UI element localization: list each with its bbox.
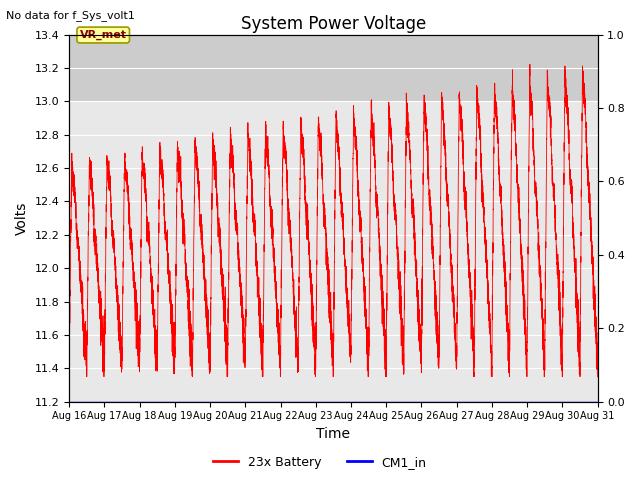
Bar <box>69 35 598 101</box>
X-axis label: Time: Time <box>316 427 350 441</box>
Text: No data for f_Sys_volt1: No data for f_Sys_volt1 <box>6 10 135 21</box>
Y-axis label: Volts: Volts <box>15 202 29 235</box>
Title: System Power Voltage: System Power Voltage <box>241 15 426 33</box>
Legend: 23x Battery, CM1_in: 23x Battery, CM1_in <box>208 451 432 474</box>
Text: VR_met: VR_met <box>80 30 127 40</box>
